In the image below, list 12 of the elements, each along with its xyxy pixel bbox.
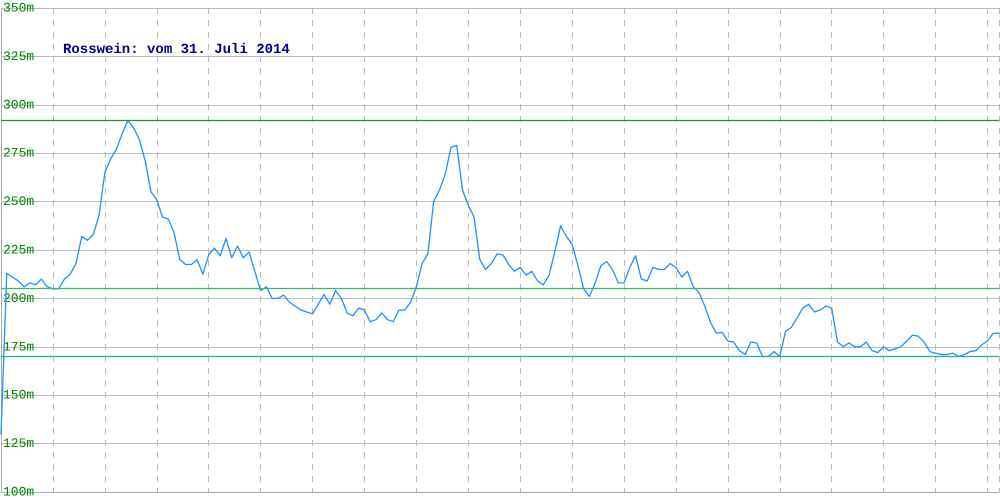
y-tick-label: 350m xyxy=(3,0,34,16)
text: Rosswein: vom 31. Juli 2014 xyxy=(63,42,290,58)
y-tick-label: 225m xyxy=(3,242,34,258)
y-tick-label: 175m xyxy=(3,339,34,354)
y-tick-label: 325m xyxy=(3,48,34,64)
y-tick-label: 100m xyxy=(3,484,34,500)
y-tick-label: 275m xyxy=(3,146,34,161)
y-tick-label: 300m xyxy=(3,97,34,112)
y-tick-label: 125m xyxy=(3,436,34,452)
line-series xyxy=(0,120,1000,435)
y-tick-label: 150m xyxy=(3,388,34,403)
y-tick-label: 250m xyxy=(3,194,34,210)
